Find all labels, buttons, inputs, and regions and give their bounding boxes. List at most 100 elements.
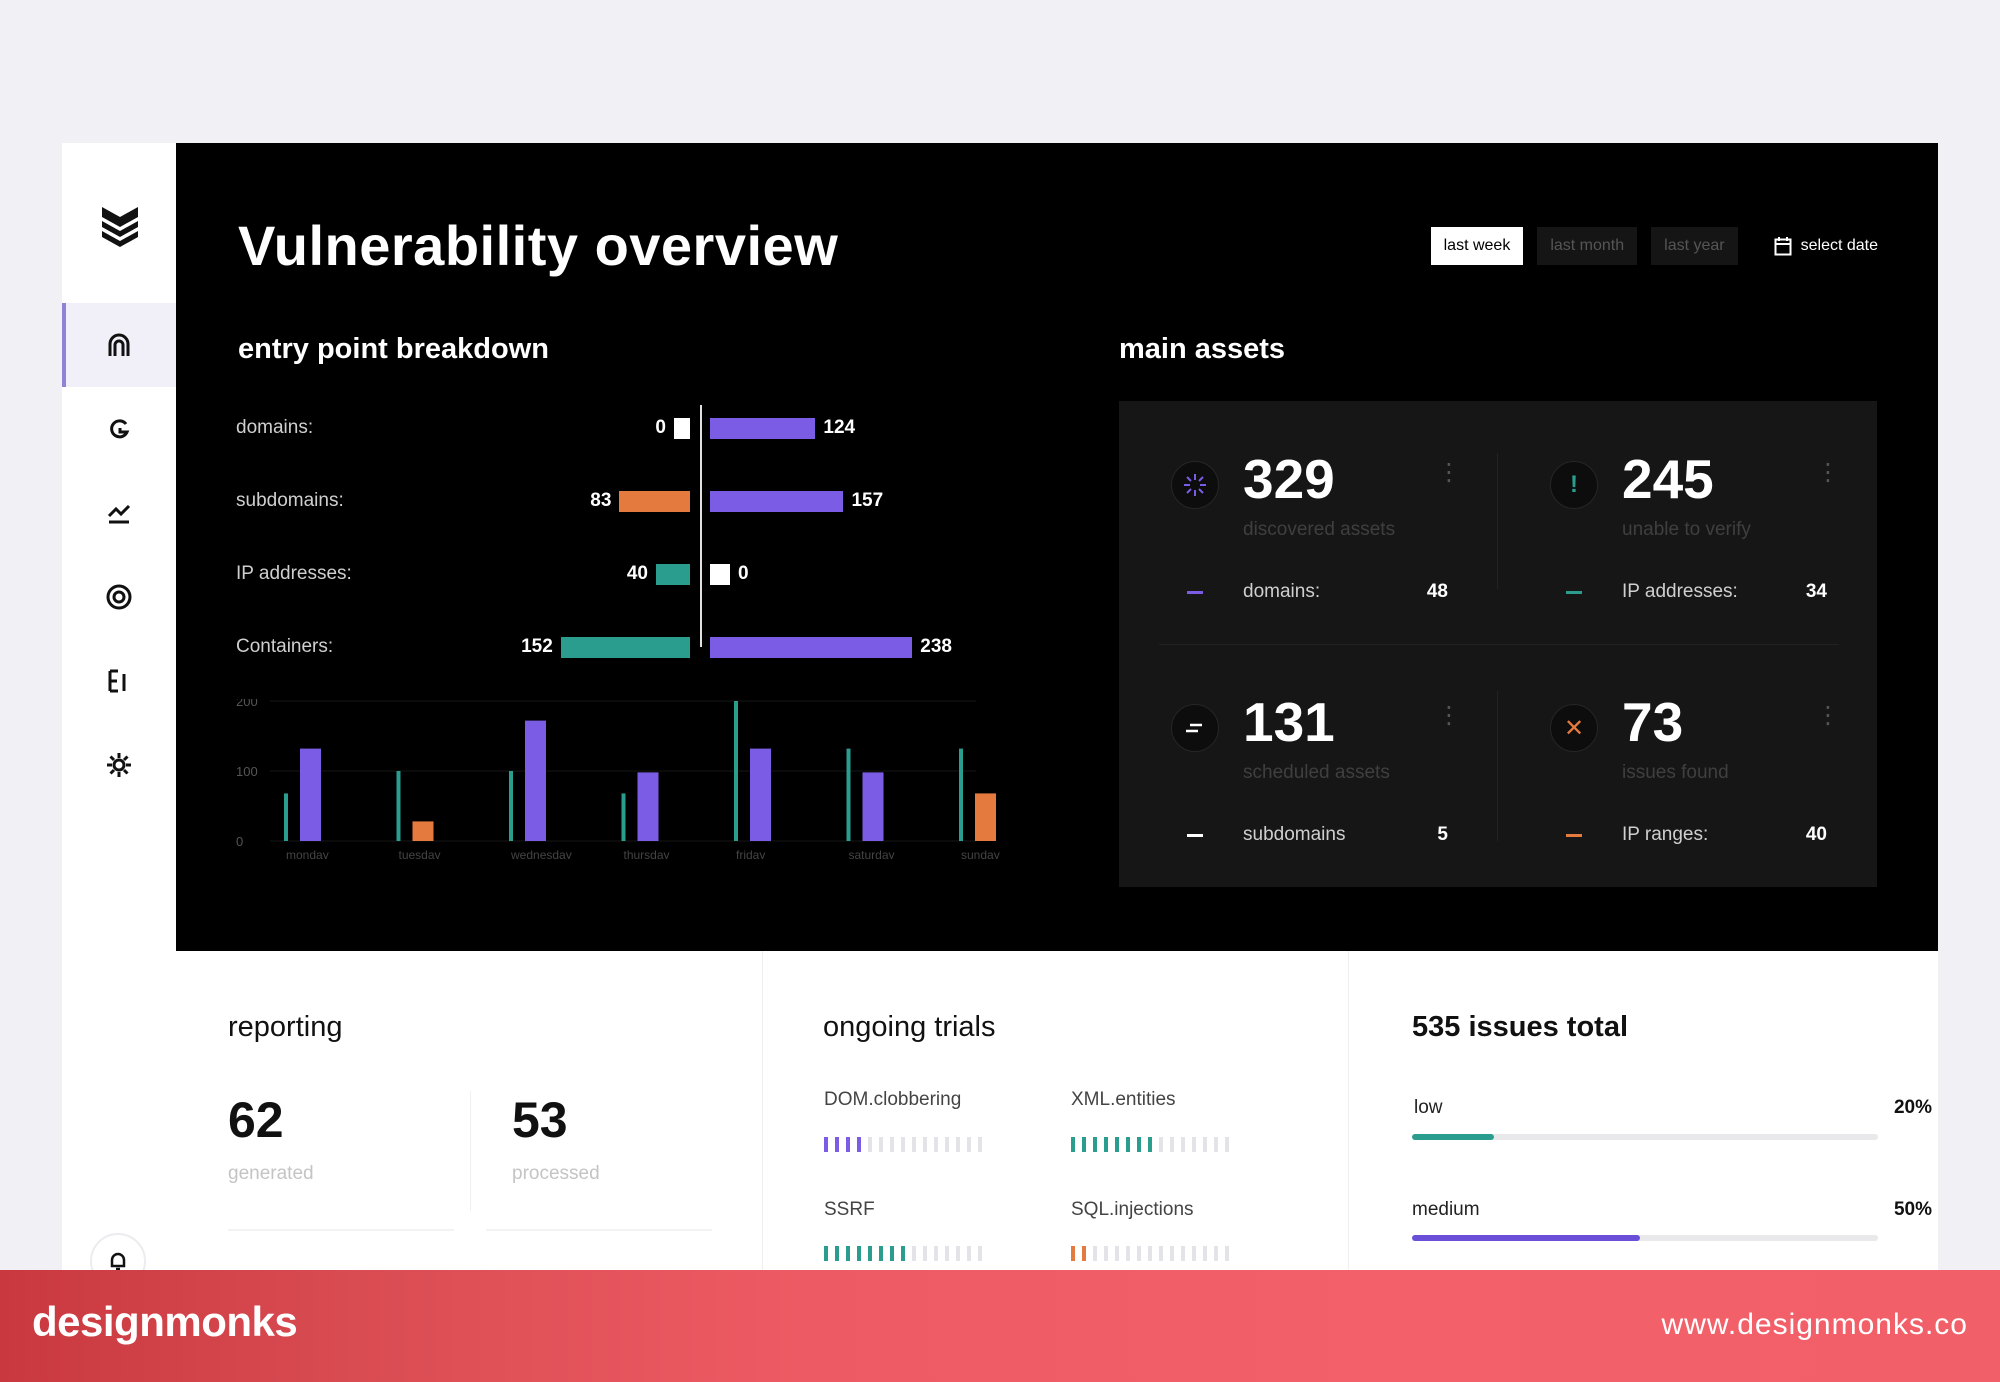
divider [762, 951, 763, 1271]
severity-fill [1412, 1235, 1641, 1241]
progress-tick [890, 1137, 894, 1152]
progress-tick [1148, 1137, 1152, 1152]
nav-item-overview[interactable] [62, 303, 176, 387]
progress-tick [967, 1137, 971, 1152]
breakdown-bar-right [710, 418, 816, 439]
website-link[interactable]: www.designmonks.co [1661, 1308, 1968, 1341]
progress-tick [1225, 1246, 1229, 1261]
progress-tick [868, 1137, 872, 1152]
progress-tick [1170, 1137, 1174, 1152]
exclamation-icon: ! [1550, 461, 1598, 509]
target-icon [106, 584, 132, 610]
progress-tick [934, 1246, 938, 1261]
progress-tick [978, 1246, 982, 1261]
kebab-menu-icon[interactable]: ⋮ [1437, 459, 1461, 486]
schedule-icon [1171, 704, 1219, 752]
asset-value: 131 [1243, 691, 1335, 753]
bar-series-1 [959, 748, 963, 841]
asset-row-label: IP ranges: [1622, 824, 1709, 845]
progress-tick [967, 1246, 971, 1261]
x-tick-label: monday [286, 848, 329, 859]
progress-tick [912, 1137, 916, 1152]
dash-icon [1566, 591, 1582, 594]
processed-label: processed [512, 1163, 600, 1184]
progress-tick [890, 1246, 894, 1261]
progress-tick [1192, 1246, 1196, 1261]
severity-track [1412, 1134, 1878, 1140]
progress-tick [978, 1137, 982, 1152]
severity-percent: 20% [1893, 1097, 1932, 1118]
asset-value: 329 [1243, 448, 1335, 510]
breakdown-value-right: 157 [851, 490, 884, 511]
asset-row-label: domains: [1243, 581, 1321, 602]
page-title: Vulnerability overview [238, 214, 839, 277]
kebab-menu-icon[interactable]: ⋮ [1437, 702, 1461, 729]
breakdown-value-right: 238 [920, 636, 952, 657]
burst-icon [1171, 461, 1219, 509]
bar-series-1 [396, 771, 401, 841]
select-date-label: select date [1800, 237, 1878, 254]
severity-percent: 50% [1893, 1199, 1932, 1220]
breakdown-value-right: 0 [738, 563, 749, 584]
breakdown-bar-left [674, 418, 690, 439]
nav-item-analytics[interactable] [62, 471, 176, 555]
nav-item-reports[interactable] [62, 639, 176, 723]
progress-tick [1093, 1137, 1097, 1152]
x-tick-label: thursday [624, 848, 670, 859]
shield-logo-icon[interactable] [98, 201, 142, 249]
bar-series-1 [846, 748, 851, 841]
breakdown-label: domains: [236, 417, 314, 438]
y-tick-label: 200 [236, 699, 258, 709]
trial-name: SSRF [824, 1199, 875, 1220]
processed-count: 53 [512, 1092, 568, 1148]
trial-name: SQL.injections [1071, 1199, 1194, 1220]
kebab-menu-icon[interactable]: ⋮ [1816, 702, 1840, 729]
dash-icon [1187, 834, 1203, 837]
progress-tick [1170, 1246, 1174, 1261]
kebab-menu-icon[interactable]: ⋮ [1816, 459, 1840, 486]
progress-tick [923, 1137, 927, 1152]
trial-name: XML.entities [1071, 1089, 1176, 1110]
progress-tick [1181, 1137, 1185, 1152]
bar-series-1 [509, 771, 513, 841]
asset-row-value: 40 [1805, 824, 1827, 845]
brand-logo: designmonks [32, 1298, 298, 1345]
overview-panel: Vulnerability overview last week last mo… [176, 143, 1938, 951]
bar-series-2 [637, 772, 659, 841]
x-tick-label: sunday [961, 848, 1000, 859]
progress-tick [956, 1137, 960, 1152]
asset-row-value: 5 [1437, 824, 1448, 845]
progress-tick [1126, 1246, 1130, 1261]
progress-tick [956, 1246, 960, 1261]
progress-tick [1071, 1246, 1075, 1261]
progress-tick [1181, 1246, 1185, 1261]
issues-title: 535 issues total [1412, 1011, 1628, 1043]
period-last-week[interactable]: last week [1430, 227, 1524, 265]
progress-tick [1203, 1246, 1207, 1261]
nav-item-targets[interactable] [62, 555, 176, 639]
breakdown-value-left: 152 [521, 636, 553, 657]
sidebar-nav [62, 303, 176, 807]
divider [228, 1229, 454, 1231]
divider [486, 1229, 712, 1231]
bar-series-2 [300, 748, 321, 841]
assets-grid: 329 discovered assets ⋮ domains: 48 ! 24… [1119, 401, 1877, 887]
period-last-month[interactable]: last month [1537, 227, 1638, 265]
progress-tick [1159, 1246, 1163, 1261]
progress-tick [1137, 1137, 1141, 1152]
divider [1159, 644, 1839, 645]
asset-label: issues found [1622, 762, 1729, 783]
progress-tick [857, 1137, 861, 1152]
nav-item-settings[interactable] [62, 723, 176, 807]
progress-tick [901, 1137, 905, 1152]
nav-item-scans[interactable] [62, 387, 176, 471]
period-last-year[interactable]: last year [1651, 227, 1738, 265]
progress-tick [1225, 1137, 1229, 1152]
progress-tick [1203, 1137, 1207, 1152]
select-date-button[interactable]: select date [1774, 236, 1878, 256]
severity-label: low [1414, 1097, 1443, 1118]
progress-tick [879, 1246, 883, 1261]
weekly-bar-chart: 0 100 200 monday tuesday wednesday thursday fri… [236, 699, 1000, 859]
breakdown-label: subdomains: [236, 490, 344, 511]
breakdown-value-left: 40 [626, 563, 648, 584]
